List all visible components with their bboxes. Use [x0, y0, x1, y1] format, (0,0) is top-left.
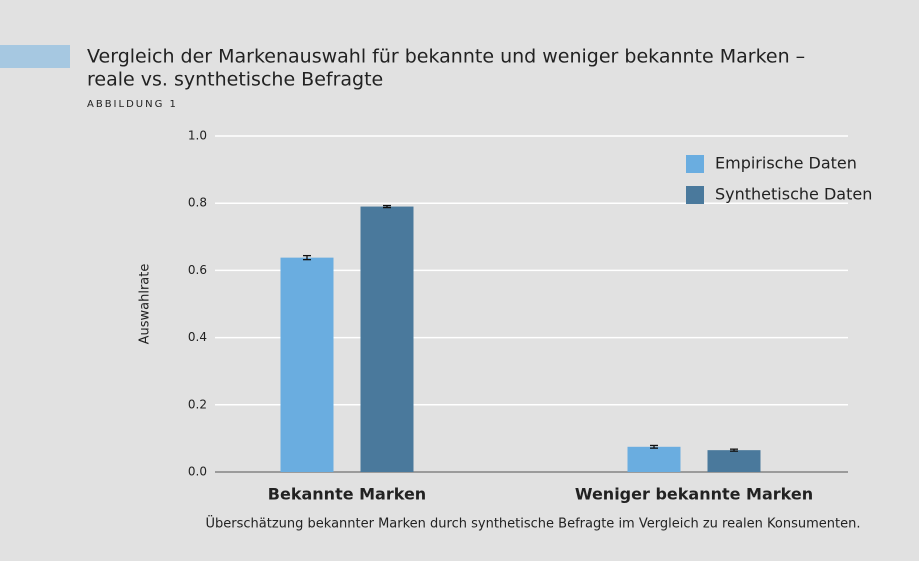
bar: [627, 446, 681, 472]
y-tick-label: 0.0: [188, 465, 207, 479]
bar: [360, 206, 414, 472]
chart-title: reale vs. synthetische Befragte: [87, 69, 383, 91]
bar: [280, 257, 334, 472]
error-bar: [303, 254, 311, 261]
legend-label: Synthetische Daten: [715, 185, 872, 204]
bar: [707, 450, 761, 472]
error-bar: [730, 448, 738, 452]
error-bar: [650, 444, 658, 449]
figure-label: ABBILDUNG 1: [87, 99, 178, 110]
y-tick-label: 0.8: [188, 196, 207, 210]
chart-title: Vergleich der Markenauswahl für bekannte…: [87, 46, 805, 68]
y-tick-label: 0.4: [188, 330, 207, 344]
accent-bar: [0, 45, 70, 68]
y-axis-label: Auswahlrate: [138, 264, 153, 345]
legend-swatch: [686, 186, 704, 204]
y-tick-label: 0.2: [188, 397, 207, 411]
legend-swatch: [686, 155, 704, 173]
caption: Überschätzung bekannter Marken durch syn…: [206, 515, 861, 532]
legend-label: Empirische Daten: [715, 154, 857, 173]
x-tick-label: Weniger bekannte Marken: [575, 485, 813, 504]
error-bar: [383, 204, 391, 209]
x-tick-label: Bekannte Marken: [268, 485, 426, 504]
y-tick-label: 1.0: [188, 129, 207, 143]
y-tick-label: 0.6: [188, 263, 207, 277]
